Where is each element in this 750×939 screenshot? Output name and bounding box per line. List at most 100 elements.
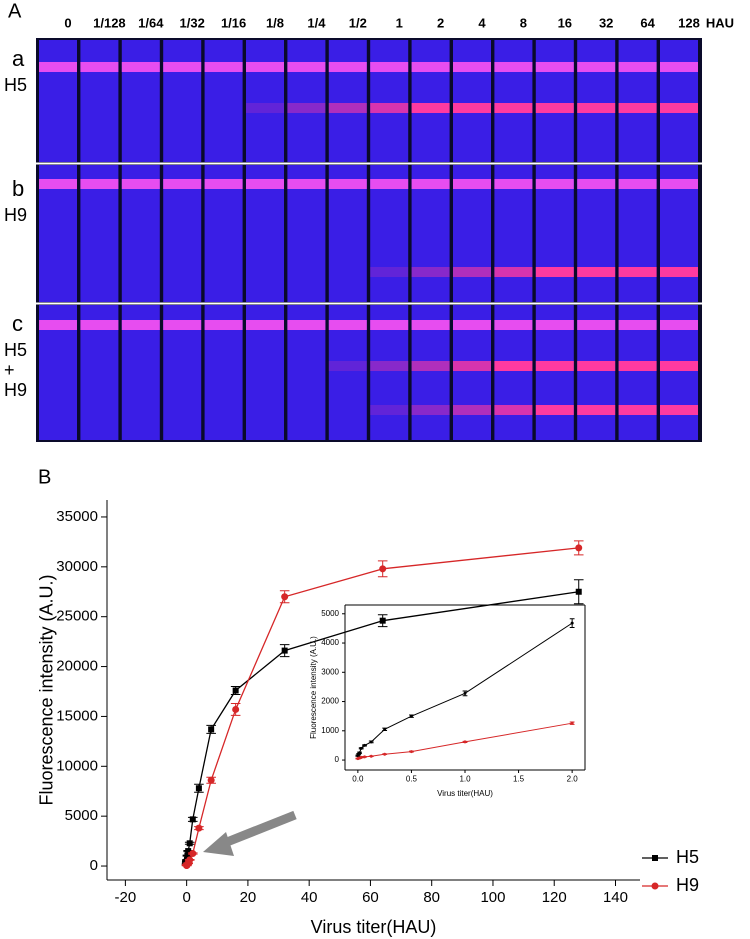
y-tick-label: 20000 [56, 658, 98, 675]
marker [570, 621, 574, 625]
control-band [411, 320, 450, 330]
control-band [660, 320, 698, 330]
lane-label: 4 [478, 15, 486, 30]
strip [453, 40, 491, 162]
arrow-head [203, 832, 234, 856]
x-tick-label: 20 [240, 889, 257, 906]
series-line [357, 622, 573, 756]
control-band [618, 320, 657, 330]
strip [80, 40, 119, 162]
row-name: H5 [4, 75, 27, 95]
lane-label: 64 [640, 15, 655, 30]
control-band [246, 179, 284, 189]
control-band [80, 320, 119, 330]
x-tick-label: 120 [542, 889, 567, 906]
control-band [39, 320, 77, 330]
test-band [453, 405, 491, 415]
x-tick-label: 2.0 [567, 775, 579, 784]
marker [379, 565, 387, 573]
strip [618, 40, 657, 162]
lane-label: 1/64 [138, 15, 164, 30]
test-band [370, 405, 409, 415]
marker [195, 785, 202, 792]
marker [575, 588, 582, 595]
control-band [618, 62, 657, 72]
control-band [80, 179, 119, 189]
control-band [287, 62, 326, 72]
marker [369, 754, 373, 758]
row-name: H9 [4, 205, 27, 225]
test-band [494, 405, 533, 415]
lane-label: 1 [396, 15, 403, 30]
test-band [246, 103, 284, 113]
x-tick-label: 40 [301, 889, 318, 906]
strip [328, 40, 367, 162]
control-band [39, 62, 77, 72]
control-band [163, 320, 202, 330]
y-tick-label: 5000 [321, 609, 339, 618]
y-tick-label: 1000 [321, 726, 339, 735]
series-line [186, 547, 579, 866]
test-band [494, 361, 533, 371]
control-band [411, 62, 450, 72]
control-band [494, 179, 533, 189]
control-band [370, 179, 409, 189]
test-band [453, 267, 491, 277]
strip [494, 40, 533, 162]
test-band [535, 361, 574, 371]
test-band [287, 103, 326, 113]
row-letter: a [12, 46, 25, 71]
control-band [163, 179, 202, 189]
y-axis-title: Fluorescence intensity (A.U.) [309, 636, 318, 739]
panel-label: B [38, 466, 51, 488]
marker [195, 824, 203, 832]
test-band [370, 103, 409, 113]
control-band [494, 62, 533, 72]
control-band [39, 179, 77, 189]
control-band [660, 62, 698, 72]
control-band [453, 179, 491, 189]
lane-label: 2 [437, 15, 444, 30]
x-tick-label: 1.0 [459, 775, 471, 784]
strip [577, 40, 616, 162]
y-axis-title: Fluorescence intensity (A.U.) [36, 574, 56, 805]
control-band [121, 179, 160, 189]
strip [246, 40, 284, 162]
control-band [660, 179, 698, 189]
x-tick-label: 0.0 [352, 775, 364, 784]
row-letter: b [12, 176, 24, 201]
marker [409, 714, 413, 718]
control-band [204, 62, 243, 72]
y-tick-label: 2000 [321, 697, 339, 706]
x-tick-label: 0 [182, 889, 190, 906]
strip [535, 40, 574, 162]
x-axis-title: Virus titer(HAU) [311, 917, 437, 937]
lane-label: 1/4 [307, 15, 326, 30]
x-tick-label: -20 [115, 889, 137, 906]
control-band [411, 179, 450, 189]
test-band [577, 405, 616, 415]
lane-label: 0 [64, 15, 71, 30]
marker [369, 740, 373, 744]
test-band [577, 103, 616, 113]
test-band [328, 361, 367, 371]
control-band [453, 320, 491, 330]
marker [363, 743, 367, 747]
marker [379, 617, 386, 624]
test-band [411, 103, 450, 113]
y-tick-label: 4000 [321, 638, 339, 647]
row-name: H9 [4, 380, 27, 400]
marker [232, 687, 239, 694]
lane-label: 16 [558, 15, 572, 30]
lane-label: 8 [520, 15, 527, 30]
marker [383, 752, 387, 756]
control-band [163, 62, 202, 72]
test-band [618, 361, 657, 371]
control-band [370, 320, 409, 330]
lane-label: 1/128 [93, 15, 126, 30]
control-band [535, 62, 574, 72]
test-band [411, 267, 450, 277]
strip [411, 40, 450, 162]
control-band [328, 62, 367, 72]
